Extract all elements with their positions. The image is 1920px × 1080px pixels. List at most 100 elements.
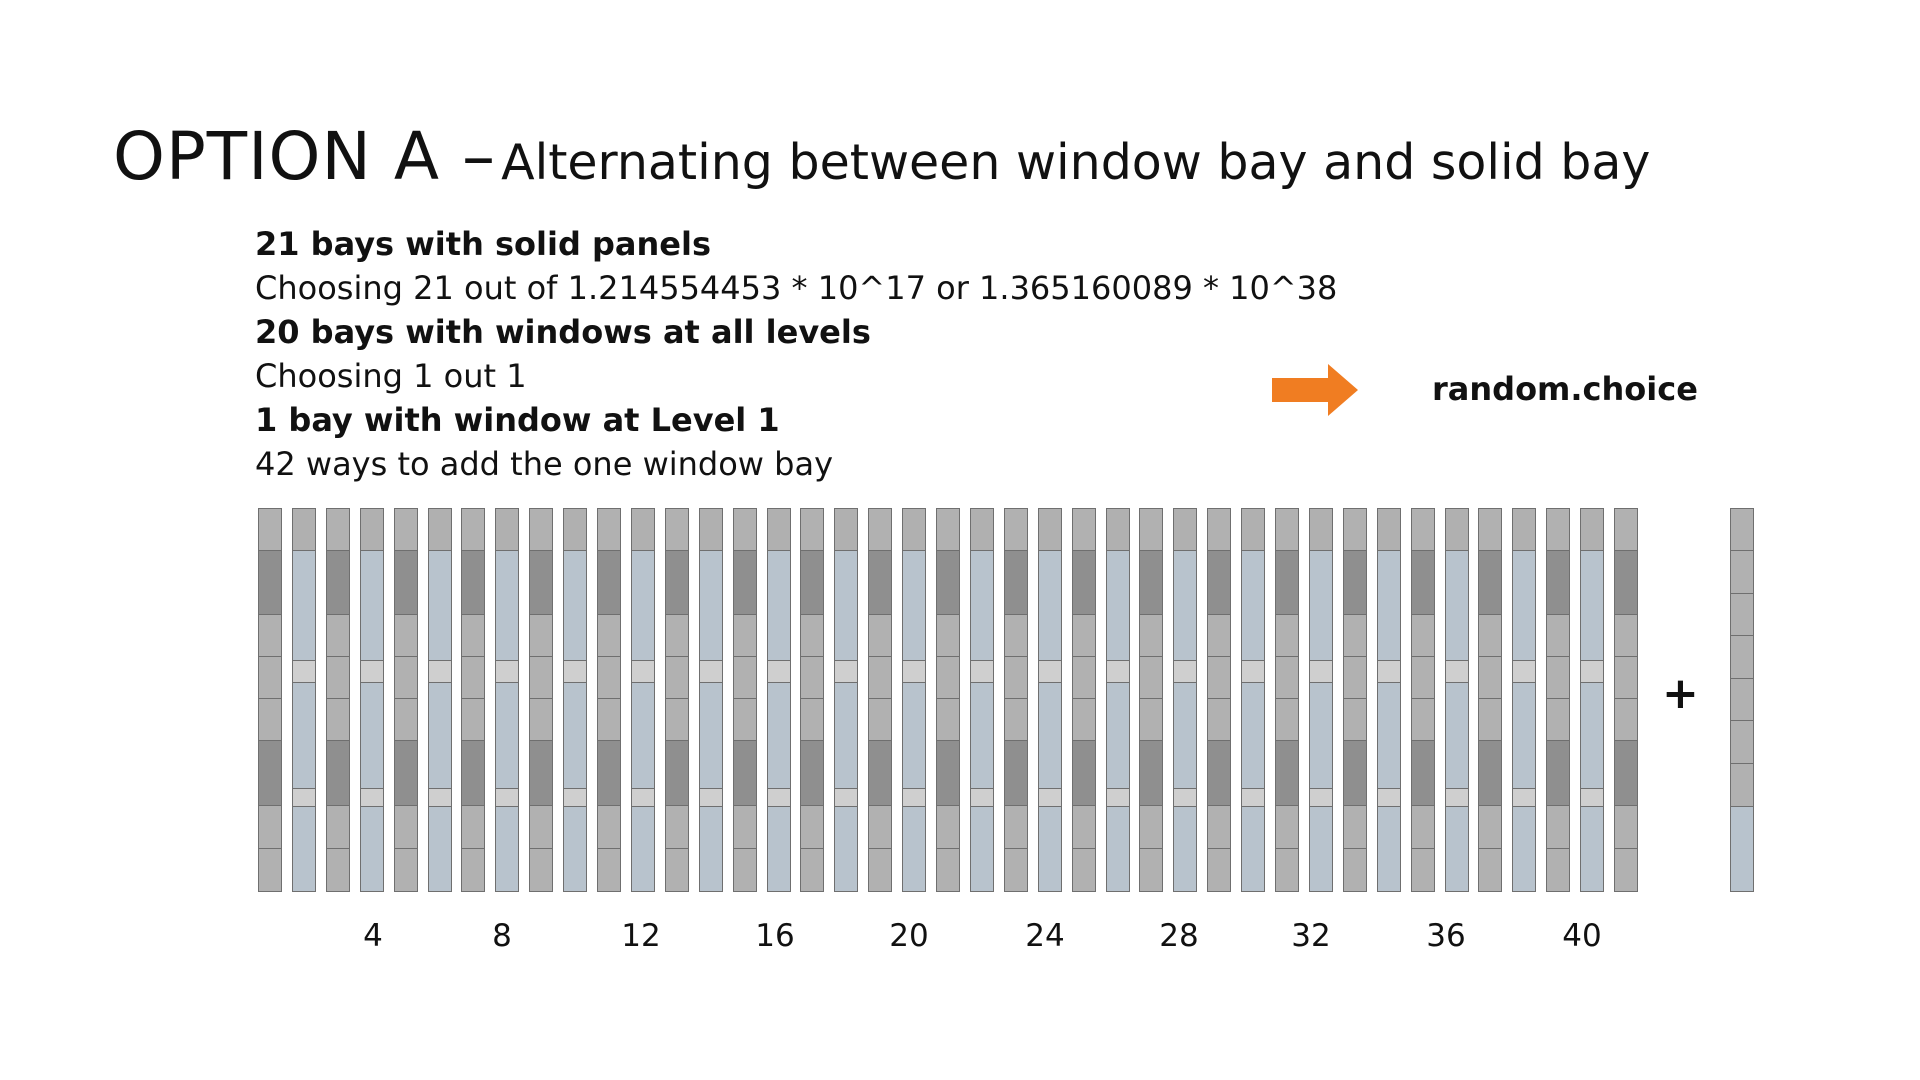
panel <box>1343 848 1367 892</box>
panel <box>1614 656 1638 699</box>
panel <box>428 508 452 551</box>
panel <box>495 788 519 807</box>
panel <box>631 788 655 807</box>
panel <box>495 508 519 551</box>
panel <box>1173 508 1197 551</box>
panel <box>529 614 553 657</box>
panel <box>800 614 824 657</box>
panel <box>800 805 824 849</box>
panel <box>631 806 655 892</box>
plus-sign: + <box>1662 668 1699 719</box>
panel <box>258 614 282 657</box>
panel <box>1072 740 1096 806</box>
panel <box>1512 550 1536 661</box>
panel <box>1730 806 1754 892</box>
info-line: Choosing 1 out 1 <box>255 357 527 395</box>
window-bay <box>1377 508 1401 892</box>
panel <box>665 614 689 657</box>
panel <box>1730 763 1754 807</box>
panel <box>258 848 282 892</box>
solid-bay <box>597 508 621 892</box>
panel <box>1377 806 1401 892</box>
panel <box>1730 550 1754 594</box>
panel <box>733 698 757 741</box>
panel <box>936 614 960 657</box>
panel <box>563 550 587 661</box>
panel <box>767 550 791 661</box>
panel <box>292 550 316 661</box>
panel <box>428 660 452 683</box>
panel <box>1343 805 1367 849</box>
slide-title: OPTION A – Alternating between window ba… <box>113 124 1650 190</box>
panel <box>868 698 892 741</box>
panel <box>1139 848 1163 892</box>
panel <box>1614 848 1638 892</box>
panel <box>800 656 824 699</box>
panel <box>733 508 757 551</box>
panel <box>868 614 892 657</box>
panel <box>394 740 418 806</box>
panel <box>970 806 994 892</box>
panel <box>360 508 384 551</box>
panel <box>902 788 926 807</box>
panel <box>563 508 587 551</box>
panel <box>1411 698 1435 741</box>
axis-label: 12 <box>621 918 661 954</box>
panel <box>1580 806 1604 892</box>
panel <box>1072 508 1096 551</box>
info-line: Choosing 21 out of 1.214554453 * 10^17 o… <box>255 269 1338 307</box>
panel <box>292 682 316 789</box>
panel <box>699 660 723 683</box>
panel <box>1309 660 1333 683</box>
panel <box>665 656 689 699</box>
panel <box>1478 698 1502 741</box>
panel <box>699 788 723 807</box>
panel <box>1072 848 1096 892</box>
panel <box>1275 805 1299 849</box>
panel <box>1004 614 1028 657</box>
panel <box>1478 614 1502 657</box>
panel <box>800 698 824 741</box>
panel <box>1377 508 1401 551</box>
window-bay <box>631 508 655 892</box>
panel <box>1377 550 1401 661</box>
panel <box>1004 848 1028 892</box>
panel <box>1343 656 1367 699</box>
panel <box>258 656 282 699</box>
panel <box>1072 656 1096 699</box>
panel <box>1072 805 1096 849</box>
panel <box>1580 660 1604 683</box>
panel <box>1072 614 1096 657</box>
panel <box>902 508 926 551</box>
panel <box>394 508 418 551</box>
panel <box>699 550 723 661</box>
window-bay <box>1512 508 1536 892</box>
panel <box>767 508 791 551</box>
panel <box>597 508 621 551</box>
panel <box>1546 848 1570 892</box>
panel <box>868 550 892 615</box>
axis-label: 8 <box>492 918 512 954</box>
panel <box>868 848 892 892</box>
panel <box>767 788 791 807</box>
solid-bay <box>326 508 350 892</box>
panel <box>834 550 858 661</box>
panel <box>394 550 418 615</box>
panel <box>1580 682 1604 789</box>
panel <box>1445 508 1469 551</box>
panel <box>1207 508 1231 551</box>
panel <box>1343 698 1367 741</box>
panel <box>1207 740 1231 806</box>
window-bay <box>1580 508 1604 892</box>
panel <box>1512 682 1536 789</box>
solid-bay <box>1614 508 1638 892</box>
panel <box>1004 508 1028 551</box>
panel <box>1730 678 1754 721</box>
solid-bay <box>1207 508 1231 892</box>
panel <box>699 682 723 789</box>
panel <box>1038 550 1062 661</box>
solid-bay <box>1072 508 1096 892</box>
panel <box>1614 508 1638 551</box>
solid-bay <box>258 508 282 892</box>
panel <box>360 682 384 789</box>
